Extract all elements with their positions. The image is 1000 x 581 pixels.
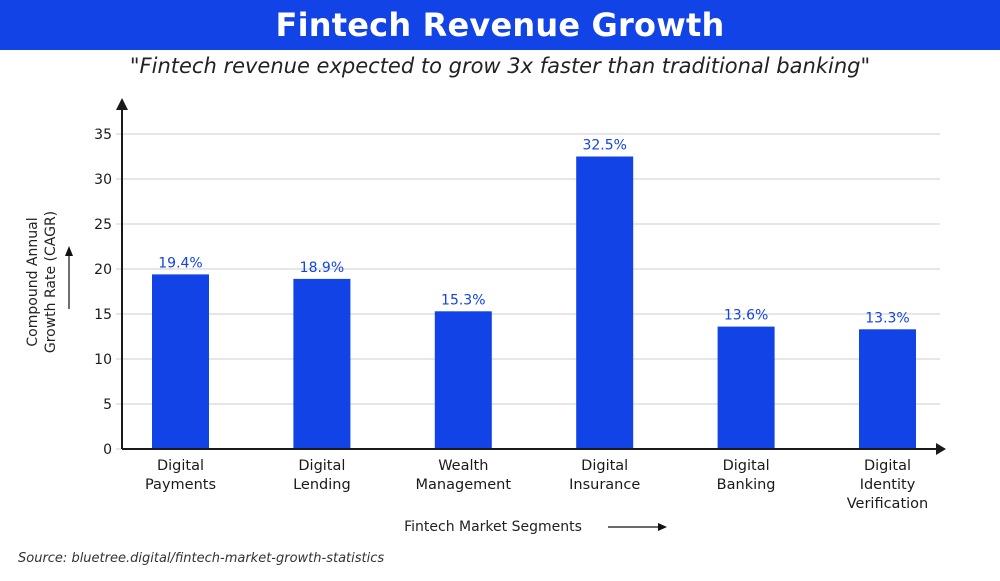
x-tick-label-line: Verification [847,496,928,512]
axes [116,98,946,455]
title-bar: Fintech Revenue Growth [0,0,1000,50]
data-label: 13.3% [865,310,909,326]
y-axis-title: Compound Annual Growth Rate (CAGR) [25,211,59,353]
x-tick-label-line: Banking [717,477,776,493]
bar [717,326,775,449]
x-tick-label-line: Identity [860,477,916,493]
x-tick-label-line: Insurance [569,477,640,493]
data-label: 13.6% [724,308,768,324]
x-tick-label-line: Payments [145,477,216,493]
x-axis-arrow-icon [936,443,946,455]
axis-titles: Compound Annual Growth Rate (CAGR) Fintech… [25,211,667,535]
data-label: 32.5% [582,138,626,154]
x-tick-label: Digital Lending [293,458,351,493]
bar [293,278,351,449]
y-tick-label: 35 [94,127,112,143]
x-tick-label-line: Digital [298,458,345,474]
chart-subtitle: "Fintech revenue expected to grow 3x fas… [129,54,871,78]
x-tick-label: Digital Identity Verification [847,458,928,512]
y-axis-title-line: Compound Annual [25,217,41,346]
y-title-arrow-icon [65,246,73,256]
x-tick-label: Wealth Management [416,458,512,493]
y-tick-label: 15 [94,307,112,323]
chart-title: Fintech Revenue Growth [275,6,725,44]
bar [859,329,916,449]
x-tick-label-line: Management [416,477,512,493]
data-labels: 19.4% 18.9% 15.3% 32.5% 13.6% 13.3% [158,138,909,327]
y-axis-title-line: Growth Rate (CAGR) [43,211,59,353]
y-tick-label: 30 [94,172,112,188]
source-note: Source: bluetree.digital/fintech-market-… [18,551,385,566]
data-label: 18.9% [300,260,344,276]
y-axis-arrow-icon [116,98,128,110]
y-tick-label: 0 [103,442,112,458]
y-tick-labels: 0 5 10 15 20 25 30 35 [94,127,112,458]
x-tick-labels: Digital Payments Digital Lending Wealth Manag… [145,458,928,512]
x-tick-label-line: Digital [864,458,911,474]
x-tick-label-line: Digital [157,458,204,474]
x-tick-label: Digital Insurance [569,458,640,493]
gridlines [116,133,940,450]
x-axis-title: Fintech Market Segments [404,519,582,535]
y-tick-label: 10 [94,352,112,368]
x-tick-label: Digital Banking [717,458,776,493]
bar [576,156,634,449]
y-tick-label: 5 [103,397,112,413]
x-tick-label: Digital Payments [145,458,216,493]
x-tick-label-line: Wealth [438,458,488,474]
x-tick-label-line: Lending [293,477,351,493]
bar [152,274,209,449]
bar [434,311,492,449]
data-label: 15.3% [441,292,485,308]
x-title-arrow-icon [658,523,667,531]
y-tick-label: 25 [94,217,112,233]
data-label: 19.4% [158,255,202,271]
y-tick-label: 20 [94,262,112,278]
bars [152,156,916,449]
x-tick-label-line: Digital [581,458,628,474]
x-tick-label-line: Digital [723,458,770,474]
